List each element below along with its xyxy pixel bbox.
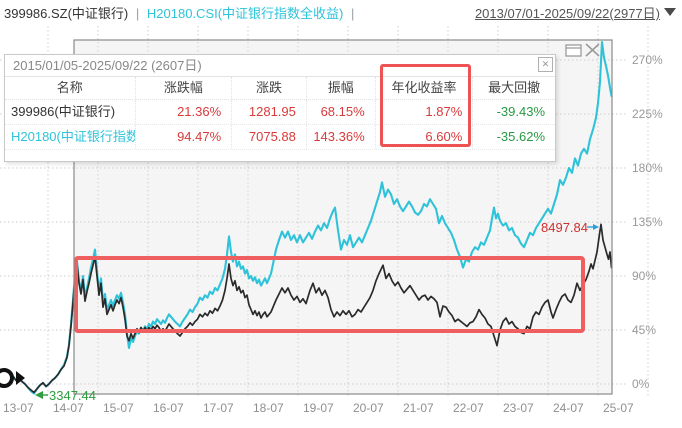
dropdown-icon[interactable] [664,8,676,16]
col-header-change-pct: 涨跌幅 [134,77,232,99]
y-axis-label: 90% [632,269,656,283]
x-axis-label: 24-07 [553,401,584,415]
x-axis-label: 21-07 [403,401,434,415]
row-change-pct: 94.47% [134,125,232,149]
row-amplitude: 68.15% [305,100,375,124]
x-axis-label: 16-07 [153,401,184,415]
symbol-h20180-label: H20180.CSI(中证银行指数全收益) [146,6,344,21]
tooltip-header-row: 名称 涨跌幅 涨跌 振幅 年化收益率 最大回撤 [5,77,555,100]
low-value-label: 3347.44 [49,388,96,403]
row-annualized: 1.87% [374,100,473,124]
x-axis-label: 18-07 [253,401,284,415]
separator: | [135,6,140,21]
x-axis-label: 14-07 [53,401,84,415]
restore-window-icon[interactable] [565,44,582,57]
row-max-drawdown: -35.62% [472,125,555,149]
row-change: 1281.95 [231,100,306,124]
tooltip-period: 2015/01/05-2025/09/22 (2607日) [5,55,555,77]
chart-highlight-red-box [74,256,585,333]
x-axis-label: 22-07 [453,401,484,415]
date-range-link[interactable]: 2013/07/01-2025/09/22(2977日) [474,6,660,21]
x-axis-label: 20-07 [353,401,384,415]
y-axis-label: 270% [632,53,663,67]
close-window-icon[interactable] [585,43,600,57]
axis-labels: 270% 225% 180% 135% 90% 45% 0% 13-07 14-07 15-07 1… [3,53,663,415]
row-amplitude: 143.36% [305,125,375,149]
col-header-amplitude: 振幅 [305,77,375,99]
tooltip-close-icon[interactable]: ✕ [538,57,553,72]
header-symbols: 399986.SZ(中证银行) | H20180.CSI(中证银行指数全收益) … [4,3,358,22]
separator: | [351,6,355,21]
table-row: H20180(中证银行指数 94.47% 7075.88 143.36% 6.6… [5,125,555,150]
series-line [0,223,613,394]
low-annotation: 3347.44 [35,388,96,403]
peak-value-label: 8497.84 [541,220,588,235]
row-change-pct: 21.36% [134,100,232,124]
range-handle-icon[interactable] [0,368,25,388]
y-axis-label: 225% [632,107,663,121]
symbol-399986-label: 399986.SZ(中证银行) [4,6,129,21]
x-axis-label: 17-07 [203,401,234,415]
stats-tooltip: ✕ 2015/01/05-2025/09/22 (2607日) 名称 涨跌幅 涨… [4,54,556,162]
row-change: 7075.88 [231,125,306,149]
x-axis-label: 13-07 [3,401,34,415]
table-row: 399986(中证银行) 21.36% 1281.95 68.15% 1.87%… [5,100,555,125]
row-annualized: 6.60% [374,125,473,149]
col-header-max-drawdown: 最大回撤 [472,77,555,99]
row-max-drawdown: -39.43% [472,100,555,124]
y-axis-label: 135% [632,215,663,229]
x-axis-label: 15-07 [103,401,134,415]
x-axis-label: 19-07 [303,401,334,415]
series-lines [0,40,613,395]
col-header-name: 名称 [56,80,83,95]
y-axis-label: 45% [632,323,656,337]
selection-region-frame[interactable] [73,39,613,395]
x-axis-label: 25-07 [603,401,634,415]
x-axis-label: 23-07 [503,401,534,415]
y-axis-label: 180% [632,161,663,175]
y-axis-label: 0% [632,377,650,391]
gridlines [0,26,649,396]
col-header-annualized: 年化收益率 [374,77,473,99]
row-name: 399986(中证银行) [11,104,116,119]
row-name: H20180(中证银行指数 [11,129,135,144]
peak-annotation: 8497.84 [541,220,599,235]
col-header-change: 涨跌 [231,77,306,99]
